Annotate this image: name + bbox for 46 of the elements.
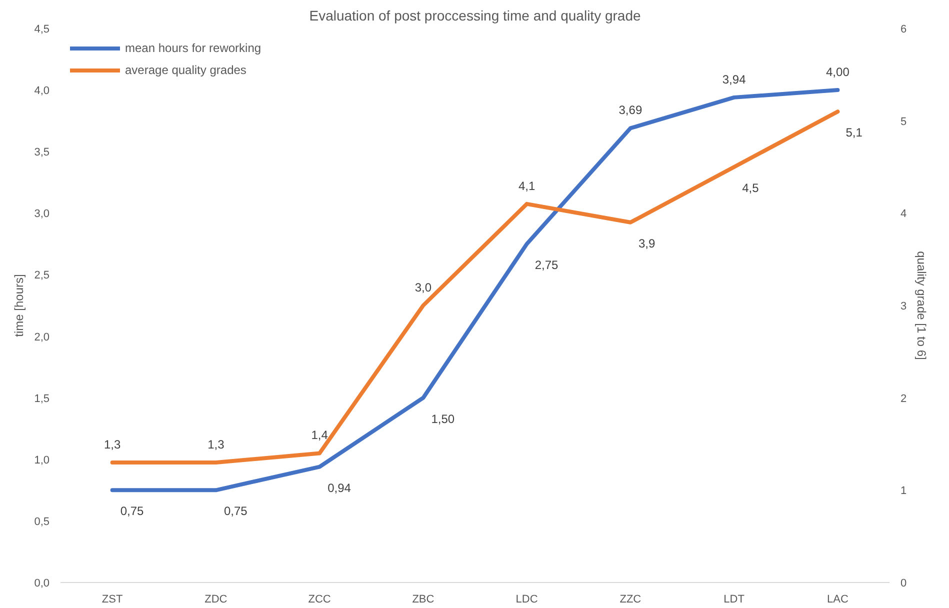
data-label: 1,3	[104, 437, 121, 452]
data-label: 4,5	[742, 181, 760, 195]
data-label: 3,0	[414, 280, 432, 294]
y2-tick-label: 3	[900, 300, 907, 312]
x-tick-label: ZDC	[204, 594, 228, 606]
y-tick-label: 3,5	[34, 146, 50, 159]
data-label: 5,1	[846, 126, 863, 140]
data-label: 1,3	[208, 437, 225, 452]
y2-tick-label: 2	[900, 392, 907, 405]
y2-axis-title: quality grade [1 to 6]	[914, 251, 929, 360]
x-tick-label: LDC	[516, 594, 538, 606]
data-label: 0,75	[120, 504, 144, 518]
x-tick-label: ZZC	[620, 594, 642, 606]
x-tick-label: ZST	[102, 594, 123, 606]
data-label: 4,1	[518, 178, 536, 193]
chart-title: Evaluation of post proccessing time and quality grade	[309, 8, 641, 24]
x-tick-label: LAC	[826, 594, 848, 606]
x-tick-label: ZCC	[308, 594, 331, 606]
x-tick-label: ZBC	[412, 594, 434, 606]
y2-tick-label: 1	[900, 485, 907, 498]
data-label: 3,69	[618, 103, 642, 118]
data-label: 3,94	[722, 72, 746, 86]
y-tick-label: 4,5	[34, 24, 50, 36]
y2-tick-label: 5	[900, 116, 907, 128]
y-tick-label: 0,5	[34, 516, 50, 528]
y-axis-title: time [hours]	[12, 274, 26, 337]
y-tick-label: 4,0	[34, 85, 50, 98]
data-label: 0,94	[328, 480, 352, 495]
data-label: 4,00	[826, 65, 850, 80]
y2-tick-label: 0	[900, 578, 907, 590]
data-label: 1,4	[311, 428, 328, 442]
y-tick-label: 0,0	[34, 578, 50, 590]
data-label: 1,50	[431, 412, 455, 426]
data-label: 3,9	[638, 236, 656, 250]
y-tick-label: 1,0	[34, 454, 50, 466]
y-tick-label: 2,0	[34, 331, 50, 344]
data-label: 2,75	[534, 258, 558, 272]
legend-label: mean hours for reworking	[125, 41, 262, 55]
y-tick-label: 1,5	[34, 392, 50, 405]
legend-label: average quality grades	[125, 63, 246, 77]
y2-tick-label: 6	[900, 24, 907, 36]
y2-tick-label: 4	[900, 208, 907, 220]
y-tick-label: 2,5	[34, 270, 50, 282]
y-tick-label: 3,0	[34, 208, 50, 220]
data-label: 0,75	[224, 504, 248, 518]
x-tick-label: LDT	[724, 594, 745, 606]
